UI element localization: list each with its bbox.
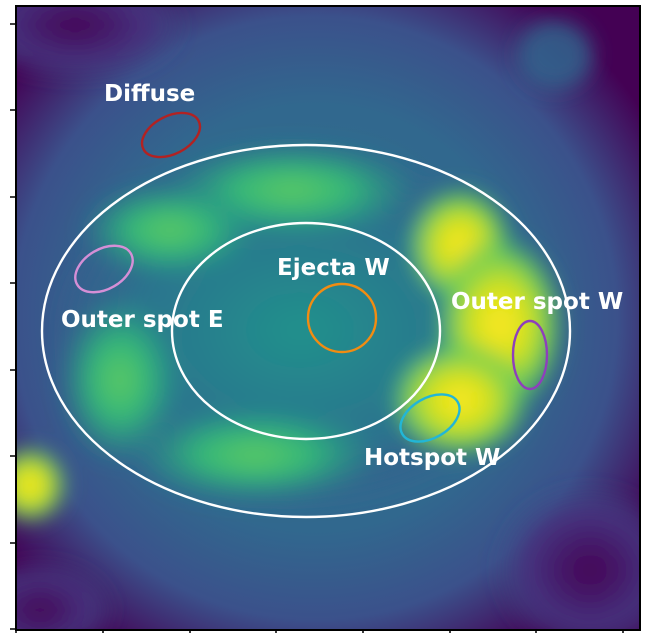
hotspot-w-region [399, 393, 461, 443]
diffuse-label: Diffuse [104, 81, 195, 107]
outer-spot-w-label: Outer spot W [451, 289, 623, 315]
plot-frame [15, 5, 641, 631]
ejecta-w-label: Ejecta W [277, 255, 390, 281]
outer-spot-e-region [74, 244, 134, 294]
hotspot-w-label: Hotspot W [364, 445, 500, 471]
outer-spot-e-label: Outer spot E [61, 307, 224, 333]
diffuse-region [140, 111, 202, 159]
region-labels: Diffuse Ejecta W Outer spot E Outer spot… [61, 81, 623, 471]
outer-spot-w-region [511, 319, 549, 391]
inner-ring-region [170, 221, 442, 441]
ejecta-w-region [306, 282, 378, 354]
outer-ring-region [40, 143, 572, 519]
region-overlays [40, 111, 572, 519]
axis-ticks [10, 23, 624, 633]
